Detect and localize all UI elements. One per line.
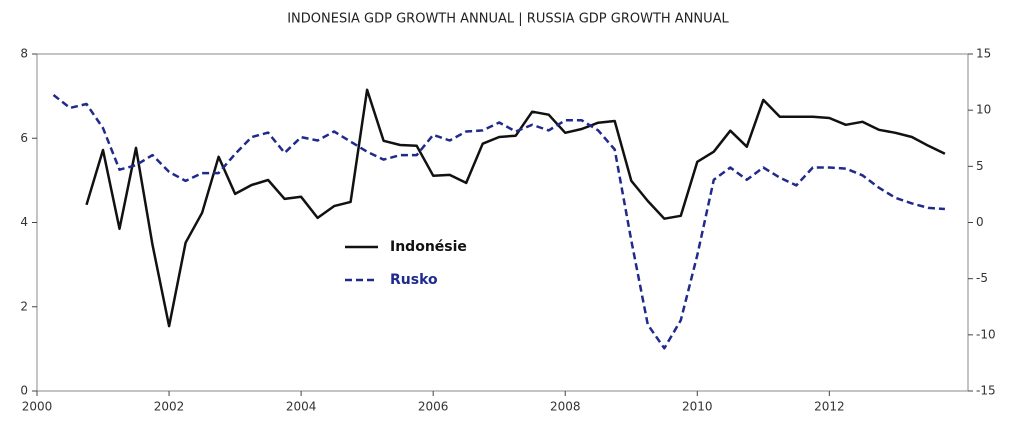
y-tick-label: 6 bbox=[20, 131, 28, 145]
y-tick-label: 2 bbox=[20, 299, 28, 313]
y2-tick-label: 5 bbox=[976, 159, 984, 173]
x-tick-label: 2002 bbox=[154, 400, 185, 414]
y2-tick-label: 15 bbox=[976, 47, 991, 61]
y2-tick-label: 0 bbox=[976, 215, 984, 229]
y2-tick-label: -15 bbox=[976, 384, 996, 398]
y-tick-label: 4 bbox=[20, 215, 28, 229]
x-tick-label: 2010 bbox=[682, 400, 713, 414]
y-tick-label: 8 bbox=[20, 47, 28, 61]
y2-tick-label: -10 bbox=[976, 327, 996, 341]
x-tick-label: 2012 bbox=[814, 400, 845, 414]
x-tick-label: 2008 bbox=[550, 400, 581, 414]
y-tick-label: 0 bbox=[20, 384, 28, 398]
x-tick-label: 2000 bbox=[22, 400, 53, 414]
x-tick-label: 2006 bbox=[418, 400, 449, 414]
y2-tick-label: -5 bbox=[976, 271, 988, 285]
legend-label: Rusko bbox=[390, 272, 438, 288]
y2-tick-label: 10 bbox=[976, 103, 991, 117]
series-line bbox=[52, 94, 945, 350]
x-tick-label: 2004 bbox=[286, 400, 317, 414]
plot-frame bbox=[36, 53, 969, 392]
legend-label: Indonésie bbox=[390, 239, 467, 255]
series-line bbox=[85, 88, 946, 328]
chart-title: INDONESIA GDP GROWTH ANNUAL | RUSSIA GDP… bbox=[287, 12, 729, 27]
